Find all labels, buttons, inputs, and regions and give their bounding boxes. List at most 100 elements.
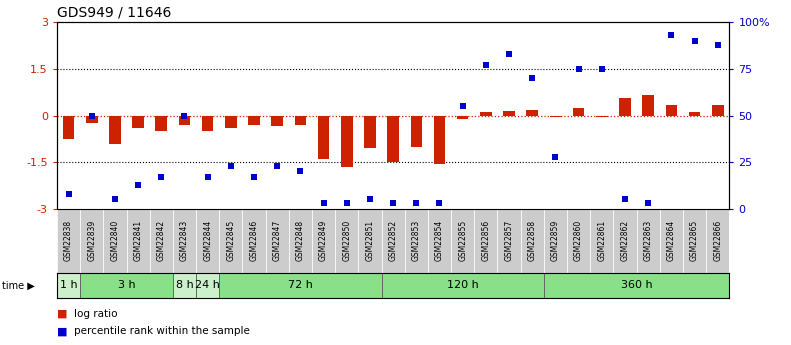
Bar (335, 209, 358, 273)
Bar (219, 273, 381, 298)
Text: GSM22848: GSM22848 (296, 220, 305, 261)
Bar (573, 108, 585, 116)
Bar (527, 110, 538, 116)
Text: GSM22838: GSM22838 (64, 220, 73, 261)
Bar (196, 273, 219, 298)
Bar (242, 209, 266, 273)
Text: GSM22865: GSM22865 (690, 220, 699, 261)
Bar (80, 209, 104, 273)
Bar (642, 95, 654, 116)
Text: GSM22852: GSM22852 (388, 220, 398, 261)
Text: GSM22862: GSM22862 (620, 220, 630, 261)
Text: GSM22849: GSM22849 (319, 220, 328, 261)
Bar (457, 116, 468, 119)
Text: percentile rank within the sample: percentile rank within the sample (74, 326, 250, 336)
Text: GSM22864: GSM22864 (667, 220, 676, 261)
Bar (544, 209, 567, 273)
Bar (173, 273, 196, 298)
Bar (225, 116, 237, 128)
Bar (660, 209, 683, 273)
Bar (480, 112, 492, 116)
Bar (428, 209, 451, 273)
Text: GSM22853: GSM22853 (412, 220, 421, 261)
Bar (57, 273, 80, 298)
Bar (405, 209, 428, 273)
Bar (475, 209, 498, 273)
Bar (381, 273, 544, 298)
Text: GSM22841: GSM22841 (134, 220, 142, 261)
Bar (364, 116, 376, 148)
Bar (289, 209, 312, 273)
Text: 8 h: 8 h (176, 280, 193, 290)
Text: GSM22854: GSM22854 (435, 220, 444, 261)
Bar (637, 209, 660, 273)
Text: 3 h: 3 h (118, 280, 135, 290)
Text: GSM22844: GSM22844 (203, 220, 212, 261)
Bar (294, 116, 306, 125)
Bar (341, 116, 353, 167)
Bar (109, 116, 121, 144)
Bar (590, 209, 613, 273)
Bar (219, 209, 242, 273)
Bar (312, 209, 335, 273)
Text: 360 h: 360 h (621, 280, 653, 290)
Bar (127, 209, 149, 273)
Bar (271, 116, 283, 126)
Bar (706, 209, 729, 273)
Bar (266, 209, 289, 273)
Bar (613, 209, 637, 273)
Bar (567, 209, 590, 273)
Bar (156, 116, 167, 131)
Bar (689, 112, 700, 116)
Bar (104, 209, 127, 273)
Bar (498, 209, 520, 273)
Text: GSM22850: GSM22850 (343, 220, 351, 261)
Text: ■: ■ (57, 309, 67, 319)
Bar (149, 209, 173, 273)
Bar (683, 209, 706, 273)
Text: GSM22855: GSM22855 (458, 220, 467, 261)
Bar (619, 98, 630, 116)
Bar (358, 209, 381, 273)
Bar (248, 116, 259, 125)
Text: log ratio: log ratio (74, 309, 118, 319)
Text: 120 h: 120 h (447, 280, 479, 290)
Bar (173, 209, 196, 273)
Bar (86, 116, 97, 123)
Bar (665, 105, 677, 116)
Bar (411, 116, 422, 147)
Bar (62, 116, 74, 139)
Bar (433, 116, 445, 164)
Bar (712, 105, 724, 116)
Text: GDS949 / 11646: GDS949 / 11646 (57, 6, 172, 20)
Text: time ▶: time ▶ (2, 280, 34, 290)
Bar (544, 273, 729, 298)
Text: GSM22842: GSM22842 (157, 220, 166, 261)
Text: GSM22866: GSM22866 (713, 220, 722, 261)
Text: GSM22843: GSM22843 (180, 220, 189, 261)
Bar (179, 116, 191, 125)
Bar (196, 209, 219, 273)
Text: GSM22856: GSM22856 (482, 220, 490, 261)
Bar (503, 111, 515, 116)
Text: 1 h: 1 h (60, 280, 78, 290)
Text: GSM22863: GSM22863 (644, 220, 653, 261)
Bar (388, 116, 399, 162)
Text: 24 h: 24 h (195, 280, 220, 290)
Bar (57, 209, 80, 273)
Text: GSM22861: GSM22861 (597, 220, 606, 261)
Bar (132, 116, 144, 128)
Bar (451, 209, 475, 273)
Text: GSM22859: GSM22859 (551, 220, 560, 261)
Text: 72 h: 72 h (288, 280, 312, 290)
Text: GSM22857: GSM22857 (505, 220, 513, 261)
Text: GSM22839: GSM22839 (87, 220, 97, 261)
Bar (318, 116, 329, 159)
Bar (520, 209, 544, 273)
Bar (596, 116, 607, 117)
Text: GSM22858: GSM22858 (528, 220, 537, 261)
Text: ■: ■ (57, 326, 67, 336)
Text: GSM22840: GSM22840 (111, 220, 119, 261)
Text: GSM22846: GSM22846 (249, 220, 259, 261)
Bar (550, 116, 562, 117)
